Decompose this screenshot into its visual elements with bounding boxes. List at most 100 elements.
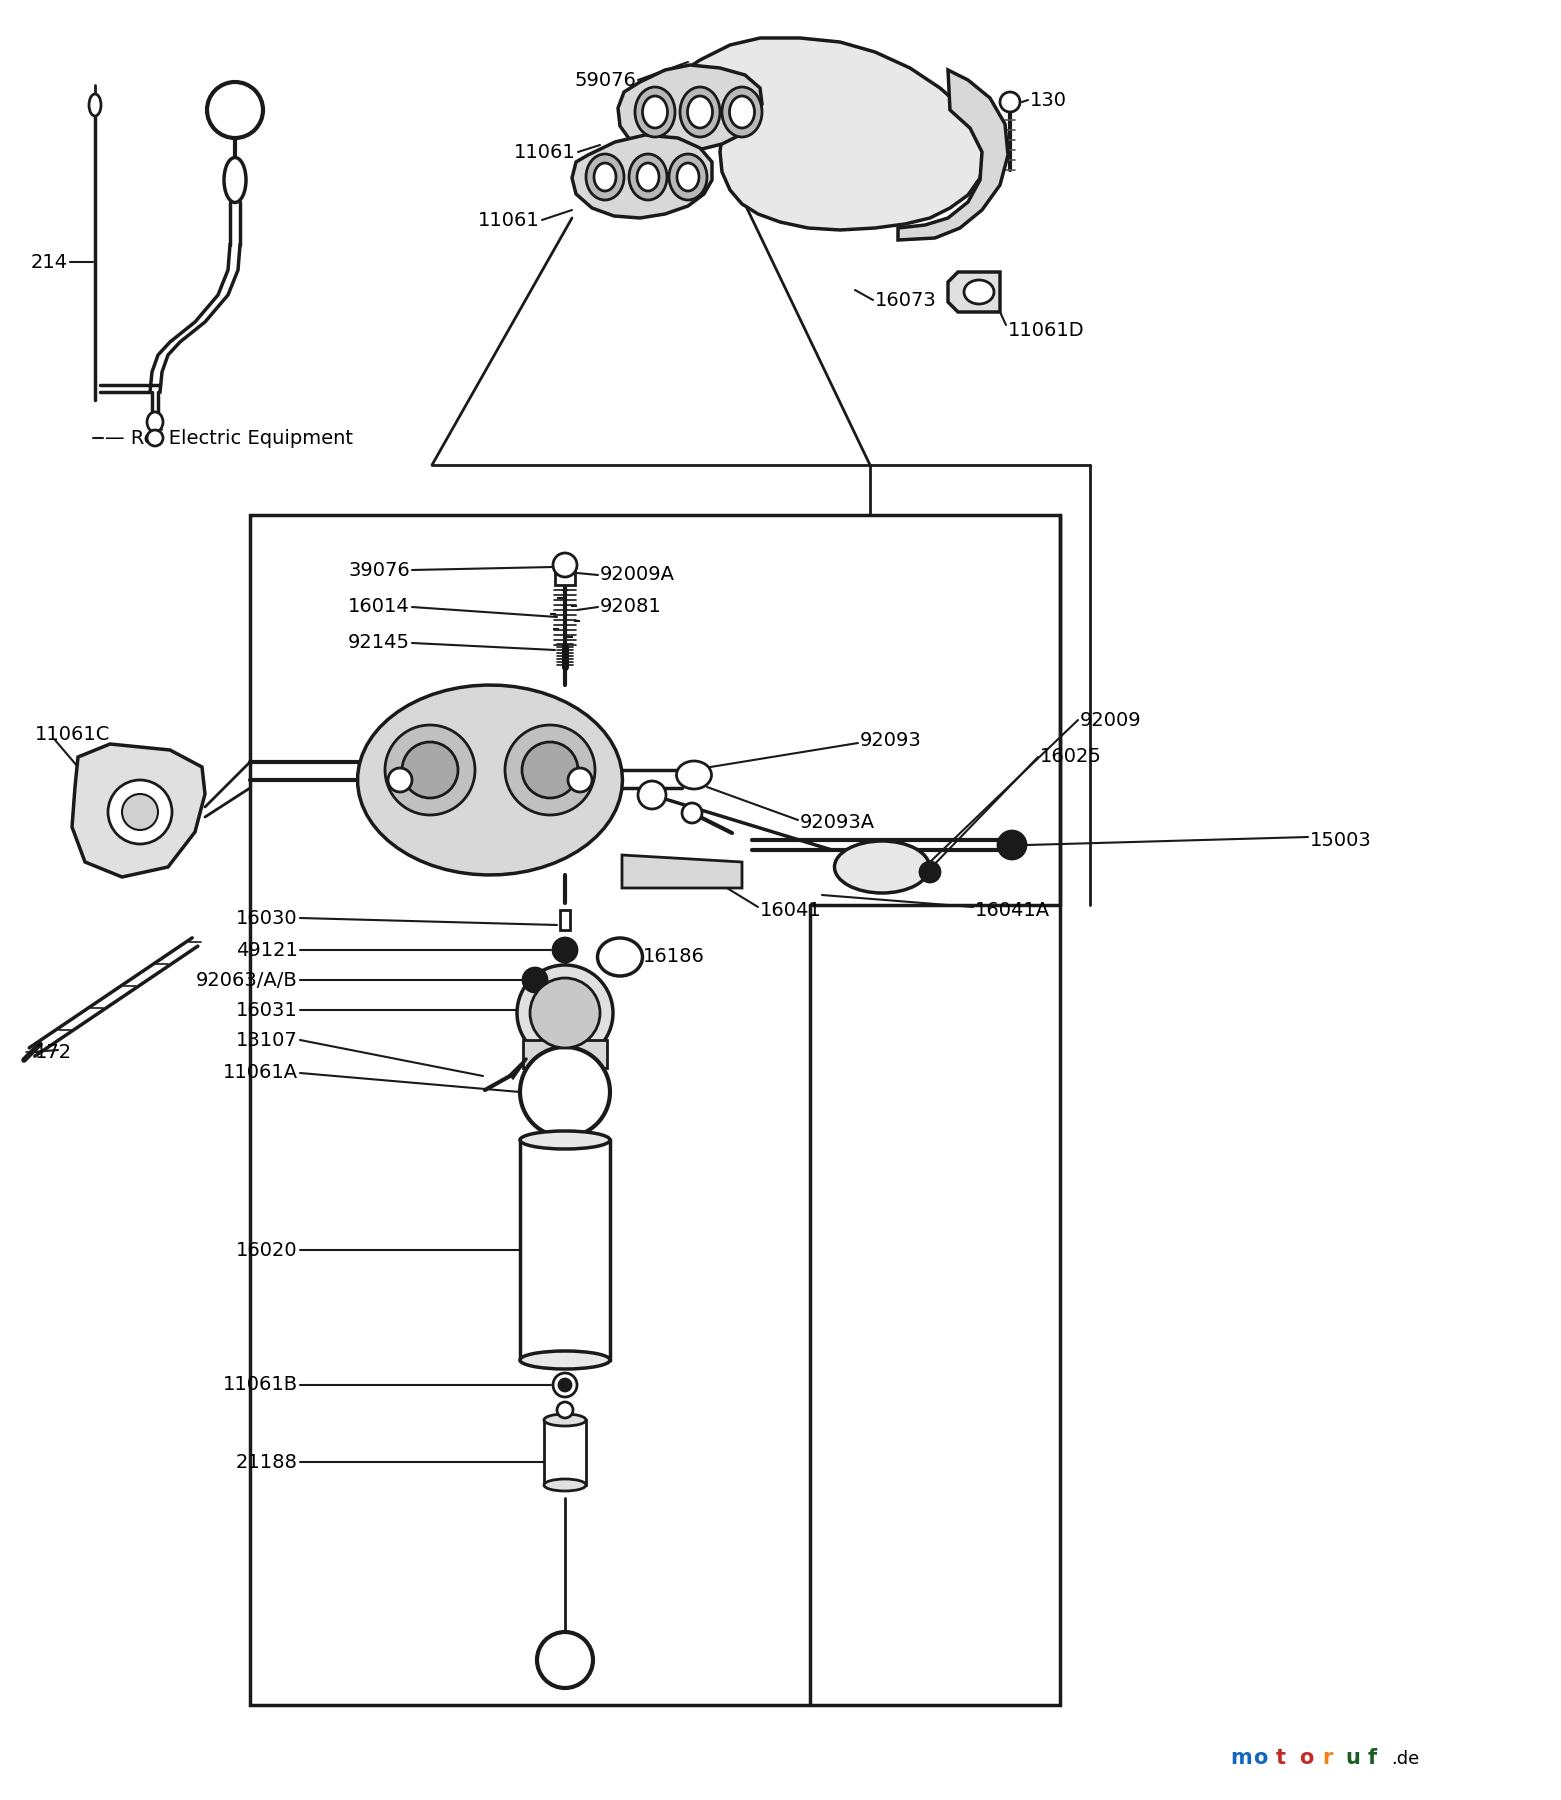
Circle shape	[122, 794, 158, 830]
Circle shape	[997, 832, 1026, 859]
Text: 16014: 16014	[348, 598, 411, 616]
Circle shape	[559, 1379, 571, 1391]
Ellipse shape	[681, 86, 720, 137]
Circle shape	[568, 769, 592, 792]
Polygon shape	[510, 1058, 528, 1078]
Polygon shape	[357, 686, 623, 875]
Text: .de: .de	[1391, 1750, 1419, 1768]
Ellipse shape	[687, 95, 712, 128]
Text: 11061D: 11061D	[1008, 320, 1085, 340]
Text: 16073: 16073	[876, 290, 937, 310]
Text: 92009: 92009	[1080, 711, 1141, 729]
Bar	[523, 1040, 607, 1067]
Text: 49121: 49121	[236, 940, 298, 959]
Text: r: r	[1322, 1748, 1333, 1768]
Circle shape	[147, 430, 162, 446]
Circle shape	[557, 1402, 573, 1418]
Circle shape	[523, 968, 546, 992]
Text: 11061A: 11061A	[223, 1064, 298, 1082]
Circle shape	[386, 725, 475, 815]
Text: 11061: 11061	[514, 142, 576, 162]
Text: 92009A: 92009A	[599, 565, 674, 585]
Polygon shape	[898, 70, 1008, 239]
Text: 16030: 16030	[236, 909, 298, 927]
Text: 16186: 16186	[643, 947, 706, 967]
Text: 172: 172	[34, 1042, 72, 1062]
Polygon shape	[72, 743, 204, 877]
Ellipse shape	[89, 94, 101, 115]
Text: 16020: 16020	[236, 1240, 298, 1260]
Text: 59076: 59076	[574, 70, 635, 90]
Text: 11061B: 11061B	[223, 1375, 298, 1395]
Ellipse shape	[223, 158, 247, 203]
Ellipse shape	[729, 95, 754, 128]
Ellipse shape	[835, 841, 929, 893]
Ellipse shape	[635, 86, 674, 137]
Ellipse shape	[629, 155, 667, 200]
Polygon shape	[618, 65, 762, 151]
Text: 16031: 16031	[236, 1001, 298, 1019]
Text: 130: 130	[1030, 90, 1068, 110]
Circle shape	[553, 553, 578, 578]
Text: m: m	[1230, 1748, 1252, 1768]
Ellipse shape	[637, 164, 659, 191]
Text: o: o	[1253, 1748, 1268, 1768]
Circle shape	[531, 977, 599, 1048]
Circle shape	[537, 1633, 593, 1688]
Text: 92145: 92145	[348, 634, 411, 653]
Bar	[250, 515, 1060, 1705]
Text: A: A	[557, 1651, 573, 1670]
Text: 16041A: 16041A	[976, 900, 1051, 920]
Ellipse shape	[677, 164, 699, 191]
Circle shape	[1001, 92, 1019, 112]
Text: u: u	[1346, 1748, 1360, 1768]
Circle shape	[919, 862, 940, 882]
Polygon shape	[688, 38, 985, 230]
Circle shape	[506, 725, 595, 815]
Circle shape	[520, 1048, 610, 1138]
Ellipse shape	[676, 761, 712, 788]
Text: A: A	[228, 101, 242, 119]
Text: 15003: 15003	[1310, 830, 1372, 850]
Text: 11061C: 11061C	[34, 725, 111, 745]
Polygon shape	[621, 855, 741, 887]
Text: 16041: 16041	[760, 900, 821, 920]
Circle shape	[108, 779, 172, 844]
Bar	[543, 1420, 585, 1485]
Ellipse shape	[520, 1352, 610, 1370]
Polygon shape	[948, 272, 1001, 311]
Text: — Ref Electric Equipment: — Ref Electric Equipment	[105, 428, 353, 448]
Text: 92093: 92093	[860, 731, 921, 749]
Text: 16025: 16025	[1040, 747, 1102, 767]
Ellipse shape	[520, 1130, 610, 1148]
Text: 21188: 21188	[236, 1453, 298, 1472]
Circle shape	[389, 769, 412, 792]
Bar	[560, 911, 570, 931]
Text: 13107: 13107	[236, 1030, 298, 1049]
Polygon shape	[571, 135, 712, 218]
Ellipse shape	[598, 938, 643, 976]
Text: t: t	[1275, 1748, 1286, 1768]
Ellipse shape	[543, 1480, 585, 1490]
Ellipse shape	[723, 86, 762, 137]
Text: 92063/A/B: 92063/A/B	[197, 970, 298, 990]
Ellipse shape	[595, 164, 617, 191]
Text: 92093A: 92093A	[799, 814, 876, 832]
Text: f: f	[1367, 1748, 1377, 1768]
Text: 92081: 92081	[599, 598, 662, 616]
Ellipse shape	[147, 412, 162, 432]
Bar	[556, 571, 574, 585]
Circle shape	[208, 83, 262, 139]
Ellipse shape	[585, 155, 624, 200]
Circle shape	[403, 742, 457, 797]
Ellipse shape	[643, 95, 668, 128]
Bar	[520, 1139, 610, 1361]
Text: o: o	[1299, 1748, 1313, 1768]
Circle shape	[517, 965, 613, 1060]
Circle shape	[638, 781, 667, 808]
Text: 39076: 39076	[348, 560, 411, 580]
Text: 11061: 11061	[478, 211, 540, 229]
Circle shape	[521, 742, 578, 797]
Ellipse shape	[670, 155, 707, 200]
Ellipse shape	[965, 281, 994, 304]
